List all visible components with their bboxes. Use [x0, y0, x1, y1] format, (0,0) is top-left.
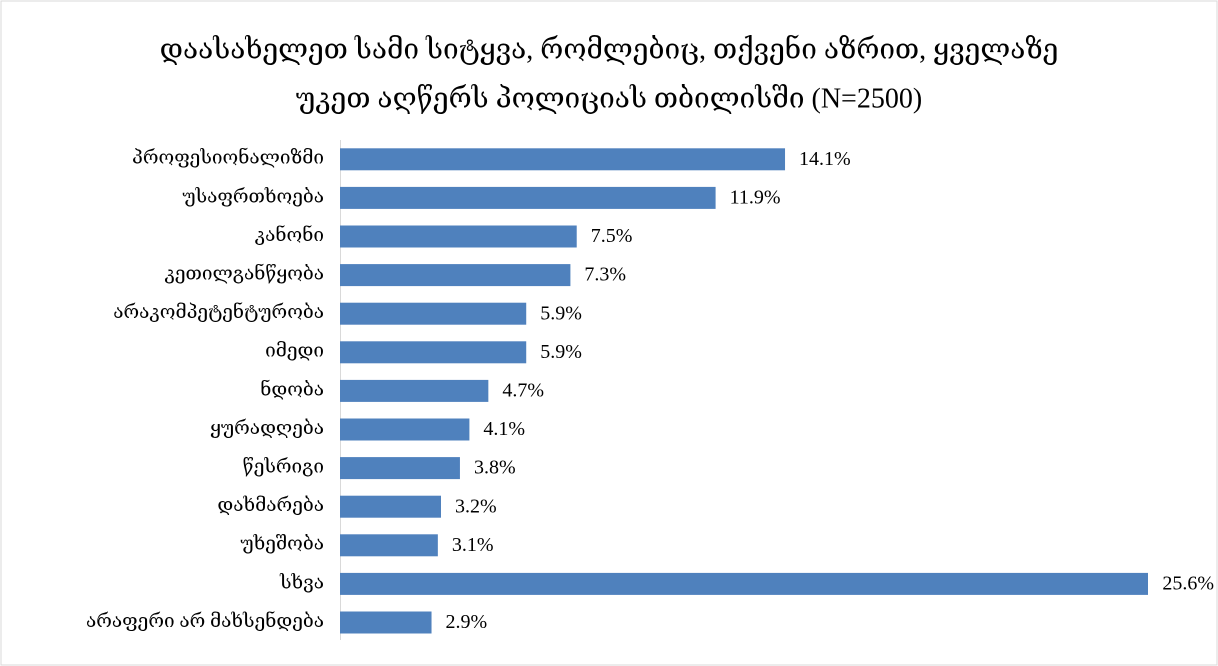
data-label: 5.9%: [540, 302, 582, 324]
category-label: დახმარება: [217, 495, 324, 516]
data-label: 4.1%: [483, 418, 525, 440]
category-label: არაფერი არ მახსენდება: [86, 610, 324, 632]
category-label: კეთილგანწყობა: [164, 262, 324, 284]
bar: [340, 495, 441, 518]
data-label: 2.9%: [446, 611, 488, 633]
bar: [340, 379, 489, 402]
data-label: 3.2%: [455, 495, 497, 517]
bar: [340, 418, 470, 441]
data-label: 3.1%: [452, 534, 494, 556]
chart-title: უკეთ აღწერს პოლიციას თბილისში (N=2500): [296, 83, 922, 114]
data-label: 11.9%: [730, 186, 781, 208]
data-label: 25.6%: [1162, 572, 1214, 594]
category-label: იმედი: [265, 341, 324, 362]
bar: [340, 186, 716, 209]
data-label: 3.8%: [474, 457, 516, 479]
category-label: კანონი: [255, 224, 324, 246]
data-label: 14.1%: [799, 148, 851, 170]
bar: [340, 572, 1148, 595]
data-label: 7.3%: [584, 264, 626, 286]
data-label: 7.5%: [591, 225, 633, 247]
bar: [340, 225, 577, 248]
bar: [340, 534, 438, 557]
category-label: უხეშობა: [240, 534, 324, 555]
bar: [340, 341, 527, 364]
data-label: 4.7%: [502, 379, 544, 401]
category-label: არაკომპეტენტურობა: [113, 301, 324, 323]
category-label: ყურადღება: [210, 418, 324, 439]
category-label: ნდობა: [260, 378, 324, 400]
category-label: სხვა: [279, 572, 324, 593]
bar: [340, 302, 527, 325]
category-label: პროფესიონალიზმი: [132, 147, 324, 169]
bar: [340, 611, 432, 634]
data-label: 5.9%: [540, 341, 582, 363]
bar: [340, 148, 786, 171]
chart-title: დაასახელეთ სამი სიტყვა, რომლებიც, თქვენი…: [160, 34, 1059, 65]
category-label: წესრიგი: [243, 456, 324, 477]
category-label: უსაფრთხოება: [182, 186, 324, 207]
bar: [340, 457, 460, 480]
bar: [340, 264, 571, 287]
